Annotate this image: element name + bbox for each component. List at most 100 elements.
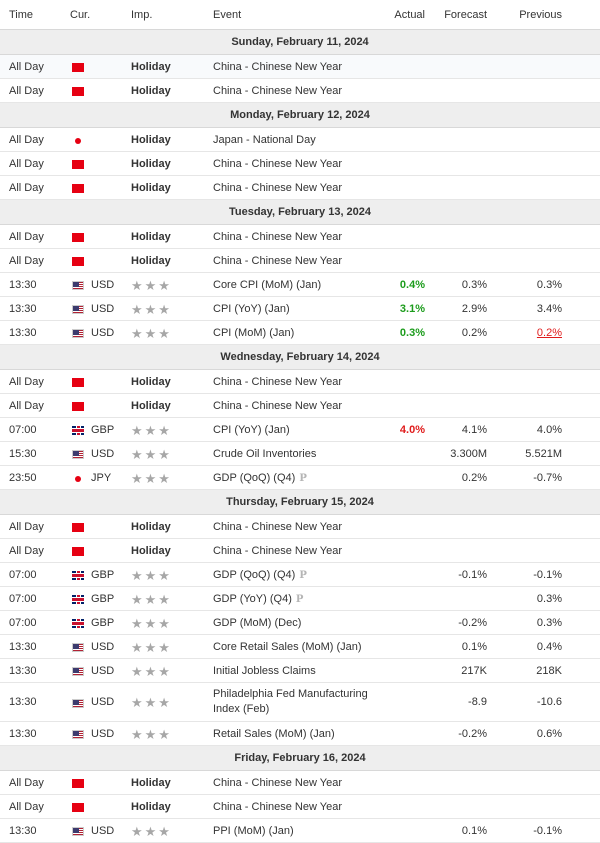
event-name[interactable]: China - Chinese New Year xyxy=(213,182,342,194)
event-name-text[interactable]: China - Chinese New Year xyxy=(213,158,343,170)
event-name[interactable]: CPI (YoY) (Jan) xyxy=(213,303,290,315)
importance-holiday: Holiday xyxy=(131,376,171,388)
event-row[interactable]: 07:00 GBP ★★★ GDP (QoQ) (Q4) P -0.1% -0.1% xyxy=(0,563,600,587)
cn-flag-icon xyxy=(72,63,84,72)
event-name[interactable]: Initial Jobless Claims xyxy=(213,665,316,677)
event-row[interactable]: All Day Holiday China - Chinese New Year xyxy=(0,370,600,394)
event-name-text[interactable]: Retail Sales (MoM) (Jan) xyxy=(213,728,335,740)
col-importance-header[interactable]: Imp. xyxy=(131,9,153,21)
event-name-text[interactable]: GDP (QoQ) (Q4) xyxy=(213,569,296,581)
event-name[interactable]: China - Chinese New Year xyxy=(213,85,342,97)
event-name[interactable]: CPI (YoY) (Jan) xyxy=(213,424,290,436)
event-name-text[interactable]: Core Retail Sales (MoM) (Jan) xyxy=(213,641,362,653)
event-row[interactable]: 07:00 GBP ★★★ GDP (YoY) (Q4) P 0.3% xyxy=(0,587,600,611)
event-row[interactable]: All Day Holiday China - Chinese New Year xyxy=(0,79,600,103)
event-name-text[interactable]: China - Chinese New Year xyxy=(213,85,343,97)
event-row[interactable]: 23:50 JPY ★★★ GDP (QoQ) (Q4) P 0.2% -0.7% xyxy=(0,466,600,490)
event-name-text[interactable]: Japan - National Day xyxy=(213,134,316,146)
event-name-text[interactable]: China - Chinese New Year xyxy=(213,182,343,194)
event-name-text[interactable]: CPI (YoY) (Jan) xyxy=(213,303,290,315)
event-name[interactable]: China - Chinese New Year xyxy=(213,61,342,73)
event-name-text[interactable]: GDP (YoY) (Q4) xyxy=(213,593,292,605)
event-name[interactable]: Core CPI (MoM) (Jan) xyxy=(213,279,321,291)
event-name[interactable]: Retail Sales (MoM) (Jan) xyxy=(213,728,335,740)
event-name[interactable]: Crude Oil Inventories xyxy=(213,448,316,460)
event-row[interactable]: All Day Holiday China - Chinese New Year xyxy=(0,55,600,79)
event-name[interactable]: GDP (YoY) (Q4) P xyxy=(213,593,303,605)
event-name[interactable]: China - Chinese New Year xyxy=(213,545,342,557)
event-row[interactable]: All Day Holiday China - Chinese New Year xyxy=(0,771,600,795)
col-event-header[interactable]: Event xyxy=(213,9,242,21)
event-row[interactable]: All Day Holiday China - Chinese New Year xyxy=(0,225,600,249)
event-name-text[interactable]: China - Chinese New Year xyxy=(213,231,343,243)
event-name[interactable]: Core Retail Sales (MoM) (Jan) xyxy=(213,641,362,653)
event-name[interactable]: China - Chinese New Year xyxy=(213,255,342,267)
event-name-text[interactable]: China - Chinese New Year xyxy=(213,400,343,412)
event-currency: GBP xyxy=(91,617,115,629)
event-currency: USD xyxy=(91,448,115,460)
event-row[interactable]: 15:30 USD ★★★ Crude Oil Inventories 3.300M 5.… xyxy=(0,442,600,466)
event-row[interactable]: 07:00 GBP ★★★ GDP (MoM) (Dec) -0.2% 0.3% xyxy=(0,611,600,635)
event-name[interactable]: Japan - National Day xyxy=(213,134,316,146)
event-row[interactable]: All Day Holiday China - Chinese New Year xyxy=(0,795,600,819)
event-row[interactable]: All Day Holiday China - Chinese New Year xyxy=(0,249,600,273)
event-name-text[interactable]: GDP (QoQ) (Q4) xyxy=(213,472,296,484)
importance-stars-icon: ★★★ xyxy=(131,326,172,341)
event-name[interactable]: China - Chinese New Year xyxy=(213,158,342,170)
event-row[interactable]: 13:30 USD ★★★ Retail Sales (MoM) (Jan) -0.2%… xyxy=(0,722,600,746)
event-name[interactable]: China - Chinese New Year xyxy=(213,777,342,789)
event-row[interactable]: 07:00 GBP ★★★ CPI (YoY) (Jan) 4.0% 4.1% 4.0% xyxy=(0,418,600,442)
event-name-text[interactable]: China - Chinese New Year xyxy=(213,777,343,789)
event-row[interactable]: All Day Holiday China - Chinese New Year xyxy=(0,394,600,418)
event-name-text[interactable]: Initial Jobless Claims xyxy=(213,665,316,677)
event-row[interactable]: All Day Holiday China - Chinese New Year xyxy=(0,539,600,563)
event-time: 23:50 xyxy=(9,472,37,484)
event-name-text[interactable]: CPI (MoM) (Jan) xyxy=(213,327,295,339)
event-name-text[interactable]: China - Chinese New Year xyxy=(213,545,343,557)
event-currency: USD xyxy=(91,303,115,315)
col-time-header[interactable]: Time xyxy=(9,9,34,21)
importance-stars-icon: ★★★ xyxy=(131,471,172,486)
event-row[interactable]: 13:30 USD ★★★ Core Retail Sales (MoM) (Jan)… xyxy=(0,635,600,659)
day-header: Sunday, February 11, 2024 xyxy=(0,30,600,55)
col-previous-header[interactable]: Previous xyxy=(519,9,562,21)
col-forecast-header[interactable]: Forecast xyxy=(444,9,487,21)
event-name-text[interactable]: PPI (MoM) (Jan) xyxy=(213,825,294,837)
event-name-text[interactable]: GDP (MoM) (Dec) xyxy=(213,617,302,629)
event-name[interactable]: China - Chinese New Year xyxy=(213,521,342,533)
event-row[interactable]: All Day Holiday Japan - National Day xyxy=(0,128,600,152)
event-name-text[interactable]: CPI (YoY) (Jan) xyxy=(213,424,290,436)
event-name[interactable]: China - Chinese New Year xyxy=(213,231,342,243)
event-name-text[interactable]: China - Chinese New Year xyxy=(213,61,343,73)
event-name[interactable]: GDP (QoQ) (Q4) P xyxy=(213,569,307,581)
event-name[interactable]: China - Chinese New Year xyxy=(213,801,342,813)
event-name[interactable]: Philadelphia Fed Manufacturing Index (Fe… xyxy=(213,687,393,717)
event-row[interactable]: 13:30 USD ★★★ CPI (YoY) (Jan) 3.1% 2.9% 3.4% xyxy=(0,297,600,321)
event-row[interactable]: 13:30 USD ★★★ Initial Jobless Claims 217K 218… xyxy=(0,659,600,683)
col-actual-header[interactable]: Actual xyxy=(394,9,425,21)
event-name-text[interactable]: China - Chinese New Year xyxy=(213,255,343,267)
event-row[interactable]: 13:30 USD ★★★ Core CPI (MoM) (Jan) 0.4% 0.3% 0… xyxy=(0,273,600,297)
event-row[interactable]: 13:30 USD ★★★ PPI (MoM) (Jan) 0.1% -0.1% xyxy=(0,819,600,843)
event-time: 13:30 xyxy=(9,303,37,315)
event-name[interactable]: China - Chinese New Year xyxy=(213,400,342,412)
event-name-text[interactable]: Core CPI (MoM) (Jan) xyxy=(213,279,322,291)
event-name[interactable]: PPI (MoM) (Jan) xyxy=(213,825,294,837)
col-currency-header[interactable]: Cur. xyxy=(70,9,91,21)
event-previous: -0.1% xyxy=(533,569,562,581)
event-row[interactable]: All Day Holiday China - Chinese New Year xyxy=(0,515,600,539)
event-row[interactable]: 13:30 USD ★★★ Philadelphia Fed Manufacturin… xyxy=(0,683,600,722)
event-name-text[interactable]: Crude Oil Inventories xyxy=(213,448,317,460)
event-row[interactable]: 13:30 USD ★★★ CPI (MoM) (Jan) 0.3% 0.2% 0.2% xyxy=(0,321,600,345)
event-name-text[interactable]: China - Chinese New Year xyxy=(213,801,343,813)
event-row[interactable]: All Day Holiday China - Chinese New Year xyxy=(0,176,600,200)
event-row[interactable]: All Day Holiday China - Chinese New Year xyxy=(0,152,600,176)
importance-stars-icon: ★★★ xyxy=(131,592,172,607)
event-name-text[interactable]: China - Chinese New Year xyxy=(213,521,343,533)
event-name[interactable]: China - Chinese New Year xyxy=(213,376,342,388)
event-name-text[interactable]: Philadelphia Fed Manufacturing Index (Fe… xyxy=(213,688,368,715)
event-name[interactable]: CPI (MoM) (Jan) xyxy=(213,327,294,339)
event-name[interactable]: GDP (MoM) (Dec) xyxy=(213,617,301,629)
event-name[interactable]: GDP (QoQ) (Q4) P xyxy=(213,472,307,484)
event-name-text[interactable]: China - Chinese New Year xyxy=(213,376,343,388)
